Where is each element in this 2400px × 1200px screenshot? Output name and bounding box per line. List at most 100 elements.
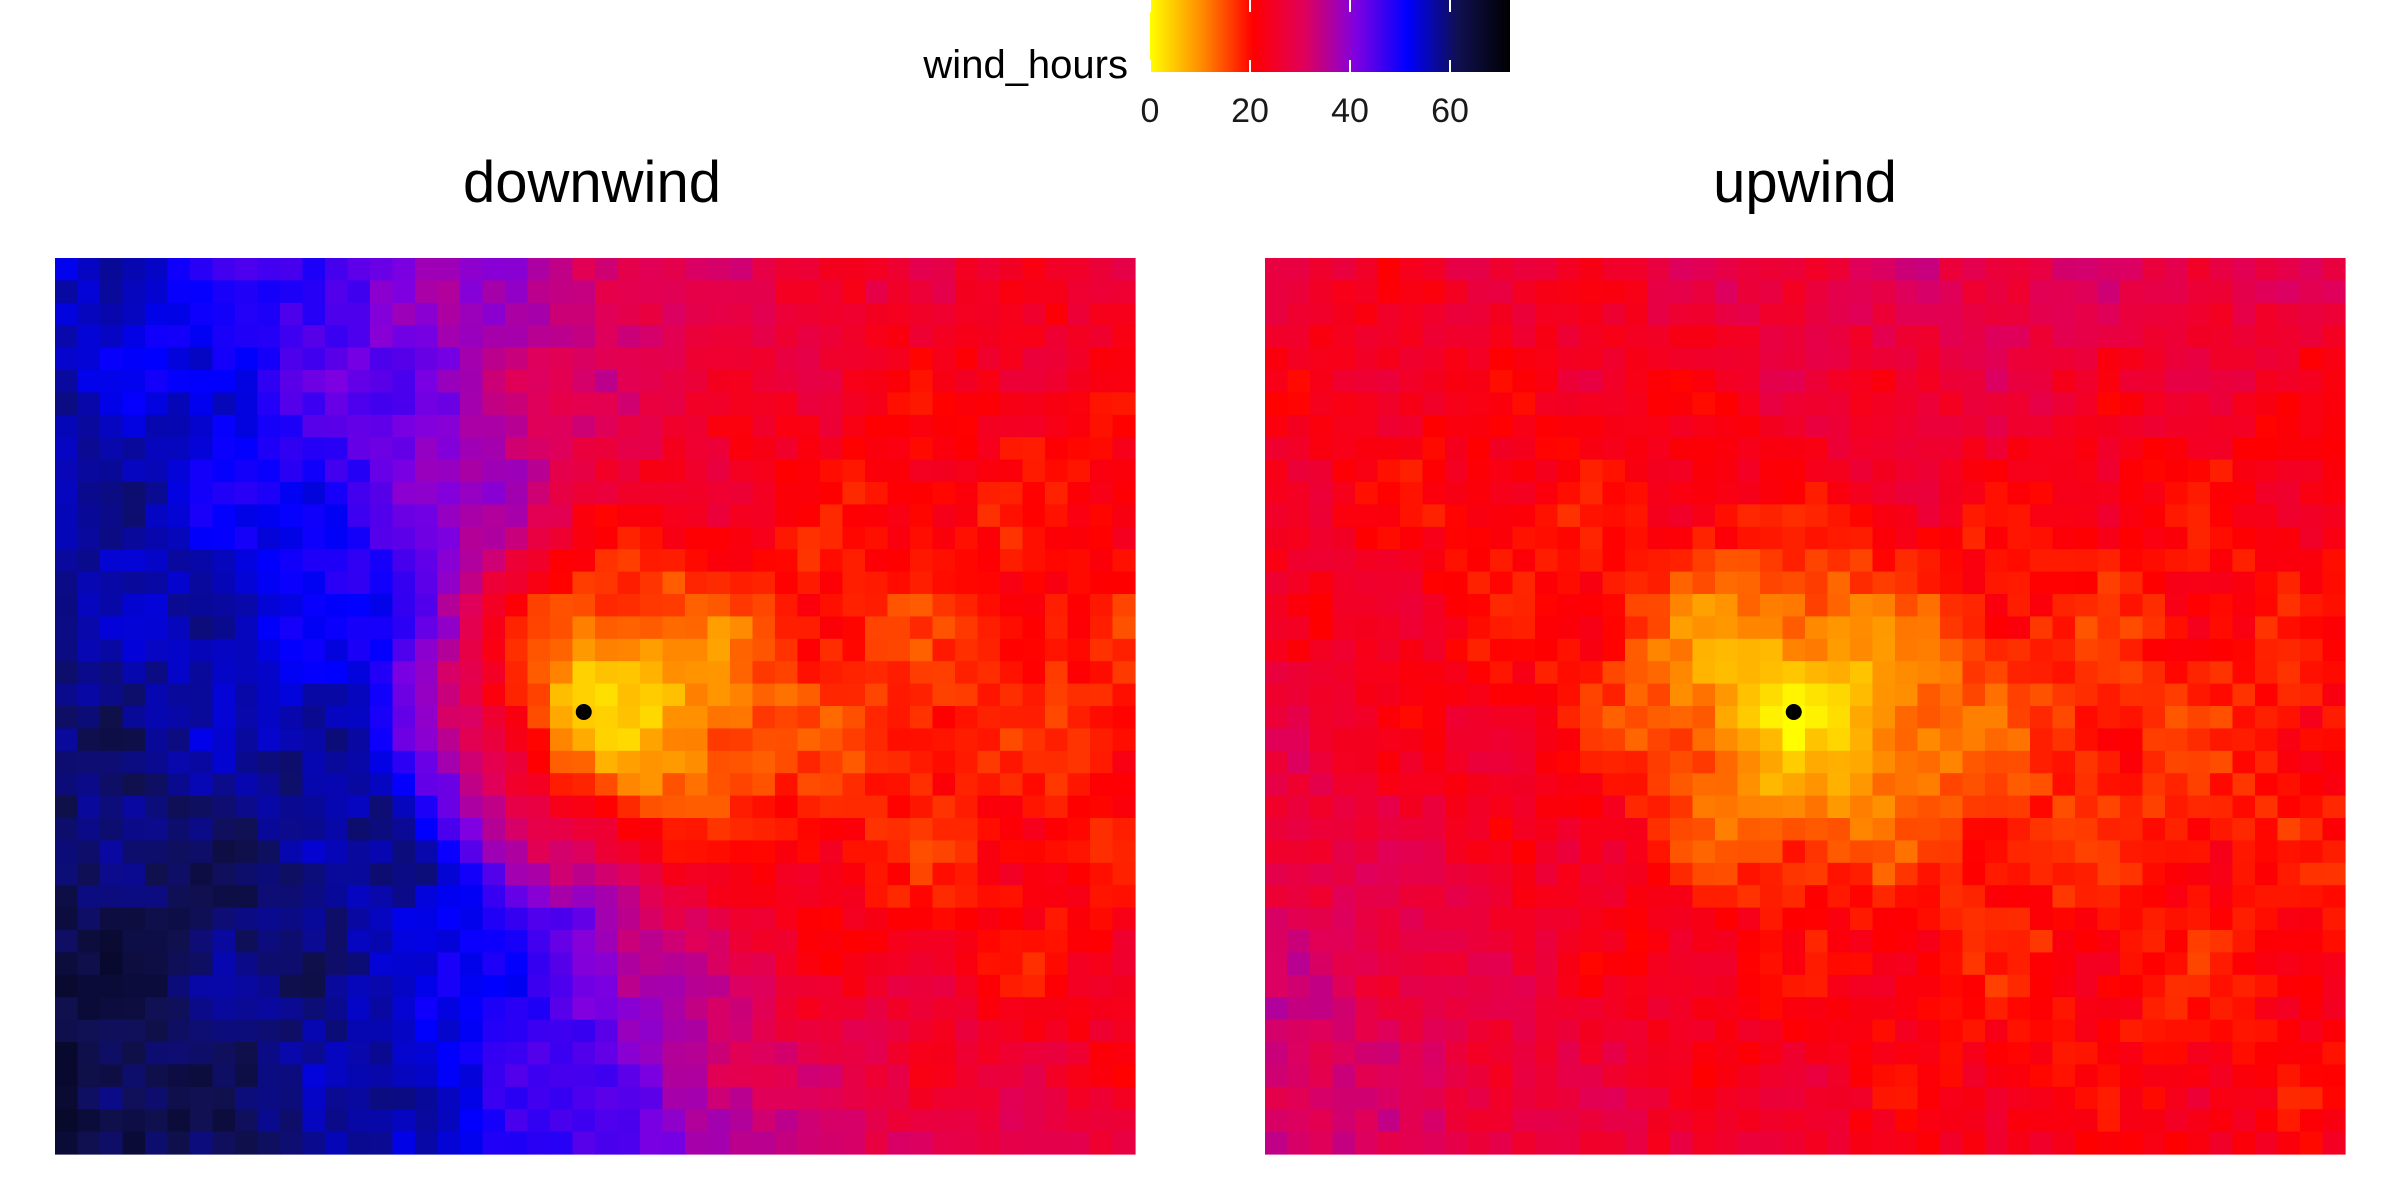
heatmap-cell [865, 594, 889, 617]
heatmap-cell [437, 549, 461, 573]
heatmap-cell [1422, 459, 1446, 483]
heatmap-cell [1602, 840, 1626, 864]
heatmap-cell [1265, 974, 1289, 998]
heatmap-cell [167, 482, 191, 505]
heatmap-cell [437, 952, 461, 976]
heatmap-cell [1737, 594, 1761, 617]
heatmap-cell [1467, 997, 1491, 1021]
heatmap-cell [122, 1019, 146, 1043]
heatmap-cell [1895, 414, 1919, 438]
heatmap-cell [1490, 862, 1514, 886]
heatmap-cell [1647, 862, 1671, 886]
heatmap-cell [1895, 549, 1919, 573]
heatmap-cell [2322, 952, 2346, 976]
heatmap-cell [1625, 885, 1649, 909]
heatmap-cell [1782, 280, 1806, 304]
heatmap-cell [2187, 325, 2211, 349]
heatmap-cell [1692, 459, 1716, 483]
heatmap-cell [775, 1019, 799, 1043]
heatmap-cell [437, 795, 461, 819]
heatmap-cell [1625, 325, 1649, 349]
heatmap-cell [1895, 616, 1919, 640]
heatmap-cell [145, 1042, 169, 1065]
heatmap-cell [2277, 683, 2301, 707]
heatmap-cell [1467, 616, 1491, 640]
heatmap-cell [1112, 370, 1136, 393]
heatmap-cell [415, 504, 439, 528]
heatmap-cell [1602, 885, 1626, 909]
heatmap-cell [1000, 370, 1024, 393]
heatmap-cell [1580, 997, 1604, 1021]
heatmap-cell [2322, 280, 2346, 304]
heatmap-cell [662, 661, 686, 685]
heatmap-cell [1490, 616, 1514, 640]
heatmap-cell [1647, 773, 1671, 797]
heatmap-cell [887, 526, 911, 550]
heatmap-cell [1917, 325, 1941, 349]
heatmap-cell [1067, 773, 1091, 797]
heatmap-cell [2300, 526, 2324, 550]
heatmap-cell [730, 661, 754, 685]
heatmap-cell [1737, 437, 1761, 461]
heatmap-cell [775, 661, 799, 685]
heatmap-cell [842, 504, 866, 528]
heatmap-cell [1670, 504, 1694, 528]
heatmap-cell [1022, 638, 1046, 662]
heatmap-cell [775, 258, 799, 281]
heatmap-cell [392, 773, 416, 797]
heatmap-cell [1625, 952, 1649, 976]
heatmap-cell [1512, 974, 1536, 998]
heatmap-cell [2142, 974, 2166, 998]
heatmap-cell [437, 728, 461, 752]
heatmap-cell [1287, 482, 1311, 505]
heatmap-cell [1580, 280, 1604, 304]
heatmap-cell [2052, 280, 2076, 304]
heatmap-cell [527, 952, 551, 976]
heatmap-cell [550, 482, 574, 505]
heatmap-cell [2007, 818, 2031, 841]
heatmap-cell [505, 862, 529, 886]
heatmap-cell [1045, 414, 1069, 438]
heatmap-cell [1067, 907, 1091, 931]
heatmap-cell [2120, 930, 2144, 953]
heatmap-cell [505, 773, 529, 797]
heatmap-cell [2232, 549, 2256, 573]
heatmap-cell [1512, 280, 1536, 304]
heatmap-cell [212, 840, 236, 864]
heatmap-cell [1692, 773, 1716, 797]
heatmap-cell [1557, 1019, 1581, 1043]
heatmap-cell [1692, 347, 1716, 371]
heatmap-cell [2187, 594, 2211, 617]
heatmap-cell [235, 1109, 259, 1133]
heatmap-cell [1445, 482, 1469, 505]
heatmap-cell [2277, 302, 2301, 326]
heatmap-cell [572, 1064, 596, 1088]
heatmap-cell [1850, 728, 1874, 752]
heatmap-cell [505, 930, 529, 953]
heatmap-cell [1512, 661, 1536, 685]
heatmap-cell [347, 1064, 371, 1088]
heatmap-cell [2165, 661, 2189, 685]
heatmap-cell [865, 1131, 889, 1155]
heatmap-cell [167, 526, 191, 550]
heatmap-cell [1940, 750, 1964, 774]
heatmap-cell [640, 258, 664, 281]
heatmap-cell [1090, 370, 1114, 393]
heatmap-cell [662, 549, 686, 573]
heatmap-cell [1827, 1019, 1851, 1043]
heatmap-cell [1692, 437, 1716, 461]
heatmap-cell [2165, 504, 2189, 528]
heatmap-cell [2120, 818, 2144, 841]
heatmap-cell [302, 773, 326, 797]
heatmap-cell [1355, 750, 1379, 774]
heatmap-cell [640, 728, 664, 752]
heatmap-cell [775, 750, 799, 774]
heatmap-cell [2187, 1019, 2211, 1043]
heatmap-cell [392, 549, 416, 573]
heatmap-cell [1090, 638, 1114, 662]
heatmap-cell [167, 885, 191, 909]
heatmap-cell [662, 773, 686, 797]
heatmap-cell [2097, 773, 2121, 797]
heatmap-cell [752, 818, 776, 841]
heatmap-cell [2232, 952, 2256, 976]
